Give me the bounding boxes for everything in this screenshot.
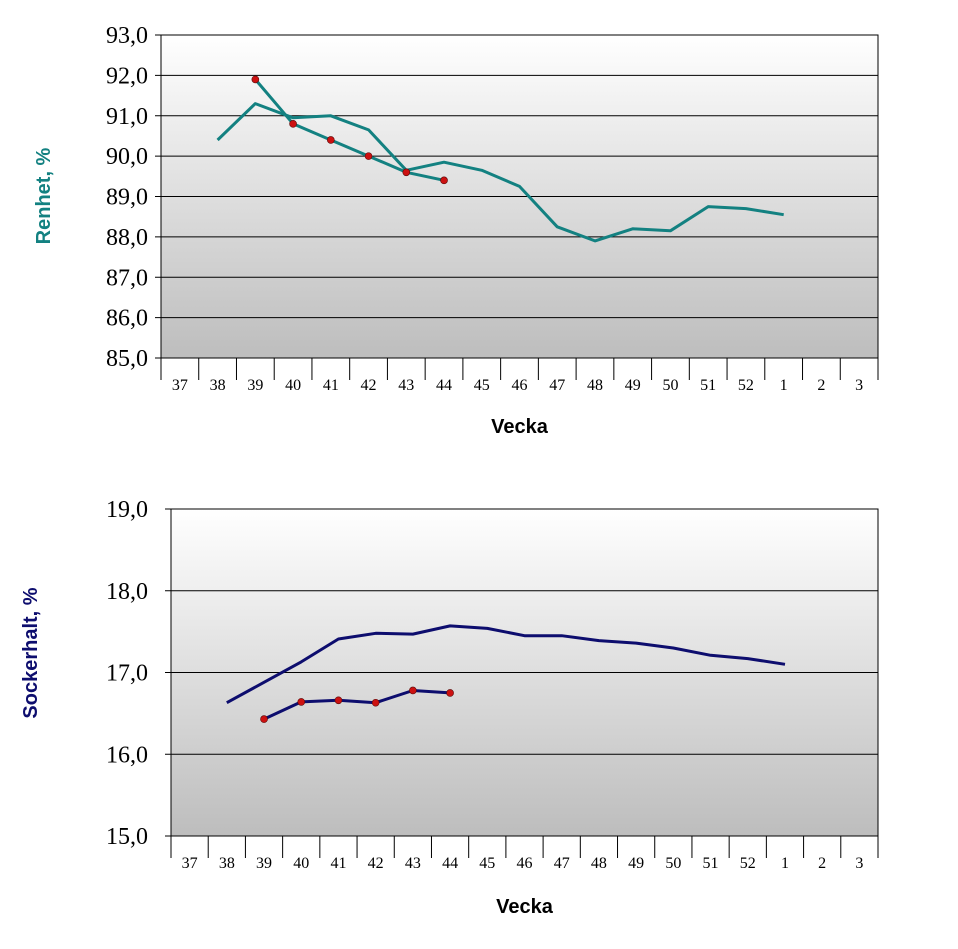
x-tick-label: 45 (474, 377, 490, 394)
x-tick-label: 37 (182, 855, 198, 872)
y-tick-label: 90,0 (106, 144, 148, 170)
x-tick-label: 1 (781, 855, 789, 872)
x-tick-label: 3 (855, 377, 863, 394)
series-line-1 (216, 102, 784, 243)
plot-border (160, 34, 879, 359)
chart-1: 85,0 86,0 87,0 88,0 89,0 90,0 91,0 92,0 93,0 37 38… (33, 23, 879, 438)
x-tick-label: 51 (700, 377, 716, 394)
x-tick-label: 50 (662, 377, 678, 394)
x-tick-label: 45 (479, 855, 495, 872)
x-tick-label: 38 (210, 377, 226, 394)
data-point (334, 696, 343, 705)
y-tick-label: 17,0 (106, 661, 148, 687)
y-tick-label: 93,0 (106, 23, 148, 49)
data-point (402, 168, 411, 177)
data-point (289, 120, 297, 128)
x-tick-label: 49 (625, 377, 641, 394)
x-tick-label: 49 (628, 855, 644, 872)
x-axis-title: Vecka (491, 416, 549, 438)
y-tick-label: 87,0 (106, 265, 148, 291)
y-axis-title: Renhet, % (33, 147, 55, 244)
x-tick-label: 42 (368, 855, 384, 872)
y-tick-label: 88,0 (106, 225, 148, 251)
x-tick-label: 50 (665, 855, 681, 872)
plot-border (170, 508, 879, 837)
y-tick-label: 86,0 (106, 306, 148, 332)
x-tick-label: 43 (405, 855, 421, 872)
data-point (260, 715, 268, 723)
x-tick-label: 40 (293, 855, 309, 872)
x-tick-label: 42 (361, 377, 377, 394)
data-point (251, 75, 260, 84)
x-tick-label: 47 (554, 855, 570, 872)
x-tick-label: 48 (587, 377, 603, 394)
y-tick-label: 18,0 (106, 579, 148, 605)
y-tick-label: 15,0 (106, 824, 148, 850)
x-tick-label: 40 (285, 377, 301, 394)
x-tick-label: 1 (780, 377, 788, 394)
x-tick-label: 41 (330, 855, 346, 872)
x-tick-label: 48 (591, 855, 607, 872)
x-tick-label: 52 (740, 855, 756, 872)
x-tick-label: 44 (442, 855, 458, 872)
x-tick-label: 37 (172, 377, 188, 394)
series-line-1 (226, 624, 786, 705)
y-axis-title: Sockerhalt, % (20, 587, 42, 718)
data-point (327, 136, 335, 144)
x-tick-label: 51 (703, 855, 719, 872)
series-line-2 (254, 78, 445, 182)
y-tick-label: 92,0 (106, 63, 148, 89)
data-point (446, 689, 454, 697)
data-point (371, 698, 380, 707)
data-point (409, 686, 417, 695)
y-tick-label: 16,0 (106, 742, 148, 768)
x-axis-title: Vecka (496, 896, 554, 918)
x-tick-label: 39 (247, 377, 263, 394)
data-point (364, 152, 373, 160)
x-tick-label: 41 (323, 377, 339, 394)
y-tick-label: 89,0 (106, 185, 148, 211)
x-tick-label: 52 (738, 377, 754, 394)
x-tick-label: 2 (818, 855, 826, 872)
x-tick-label: 39 (256, 855, 272, 872)
y-tick-label: 85,0 (106, 346, 148, 372)
x-tick-label: 46 (512, 377, 528, 394)
data-point (440, 176, 448, 185)
y-tick-label: 19,0 (106, 497, 148, 523)
y-tick-label: 91,0 (106, 104, 148, 130)
x-tick-label: 46 (517, 855, 533, 872)
x-tick-label: 43 (398, 377, 414, 394)
data-point (297, 698, 306, 706)
x-tick-label: 47 (549, 377, 565, 394)
x-tick-label: 44 (436, 377, 452, 394)
x-tick-label: 38 (219, 855, 235, 872)
x-tick-label: 2 (817, 377, 825, 394)
chart-2: 15,0 16,0 17,0 18,0 19,0 37 38 39 40 41 42 43 44 45 46… (20, 497, 879, 918)
series-line-2 (263, 689, 451, 721)
x-tick-label: 3 (855, 855, 863, 872)
